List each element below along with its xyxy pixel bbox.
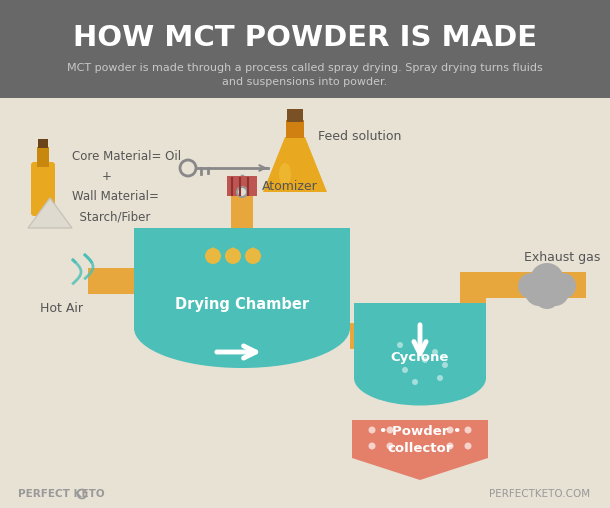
- FancyBboxPatch shape: [0, 0, 610, 98]
- Polygon shape: [352, 458, 488, 480]
- Circle shape: [397, 342, 403, 348]
- Circle shape: [442, 362, 448, 368]
- Text: MCT powder is made through a process called spray drying. Spray drying turns flu: MCT powder is made through a process cal…: [67, 63, 543, 87]
- Circle shape: [447, 427, 453, 433]
- FancyBboxPatch shape: [227, 176, 257, 196]
- Text: Feed solution: Feed solution: [318, 130, 401, 143]
- FancyBboxPatch shape: [460, 272, 486, 303]
- Circle shape: [541, 278, 569, 306]
- Circle shape: [432, 349, 438, 355]
- Circle shape: [464, 442, 472, 450]
- Circle shape: [464, 427, 472, 433]
- Text: Hot Air: Hot Air: [40, 302, 84, 314]
- Circle shape: [368, 442, 376, 450]
- Text: PERFECT KETO: PERFECT KETO: [18, 489, 105, 499]
- Circle shape: [530, 263, 564, 297]
- FancyBboxPatch shape: [352, 420, 488, 458]
- Circle shape: [180, 160, 196, 176]
- Circle shape: [422, 357, 428, 363]
- Polygon shape: [227, 247, 239, 253]
- Circle shape: [447, 442, 453, 450]
- Text: Core Material= Oil
        +
Wall Material=
  Starch/Fiber: Core Material= Oil + Wall Material= Star…: [72, 150, 181, 223]
- Ellipse shape: [134, 288, 350, 368]
- Ellipse shape: [279, 163, 291, 185]
- Circle shape: [518, 273, 544, 299]
- Text: • Powder •
collector: • Powder • collector: [379, 425, 461, 455]
- FancyBboxPatch shape: [231, 196, 253, 228]
- Text: Exhaust gas: Exhaust gas: [524, 251, 600, 265]
- Circle shape: [368, 427, 376, 433]
- FancyBboxPatch shape: [350, 323, 354, 349]
- Text: Cyclone: Cyclone: [391, 352, 449, 365]
- Circle shape: [225, 248, 241, 264]
- Circle shape: [534, 283, 560, 309]
- Circle shape: [437, 375, 443, 381]
- Text: Drying Chamber: Drying Chamber: [175, 298, 309, 312]
- FancyBboxPatch shape: [37, 147, 49, 167]
- FancyBboxPatch shape: [88, 268, 134, 294]
- Text: Atomizer: Atomizer: [262, 179, 318, 193]
- Circle shape: [245, 248, 261, 264]
- Ellipse shape: [354, 351, 486, 405]
- Circle shape: [205, 248, 221, 264]
- Polygon shape: [263, 137, 327, 192]
- Circle shape: [387, 427, 393, 433]
- Circle shape: [550, 273, 576, 299]
- Circle shape: [402, 367, 408, 373]
- FancyBboxPatch shape: [287, 109, 303, 122]
- Circle shape: [525, 278, 553, 306]
- FancyBboxPatch shape: [354, 303, 486, 378]
- FancyBboxPatch shape: [38, 139, 48, 148]
- Circle shape: [237, 187, 247, 197]
- Text: PERFECTKETO.COM: PERFECTKETO.COM: [489, 489, 590, 499]
- Polygon shape: [207, 247, 219, 253]
- FancyBboxPatch shape: [0, 98, 610, 508]
- Polygon shape: [247, 247, 259, 253]
- FancyBboxPatch shape: [486, 272, 586, 298]
- Polygon shape: [28, 198, 72, 228]
- Circle shape: [387, 442, 393, 450]
- FancyBboxPatch shape: [31, 162, 55, 216]
- Circle shape: [412, 379, 418, 385]
- FancyBboxPatch shape: [286, 120, 304, 138]
- Text: HOW MCT POWDER IS MADE: HOW MCT POWDER IS MADE: [73, 24, 537, 52]
- FancyBboxPatch shape: [134, 228, 350, 328]
